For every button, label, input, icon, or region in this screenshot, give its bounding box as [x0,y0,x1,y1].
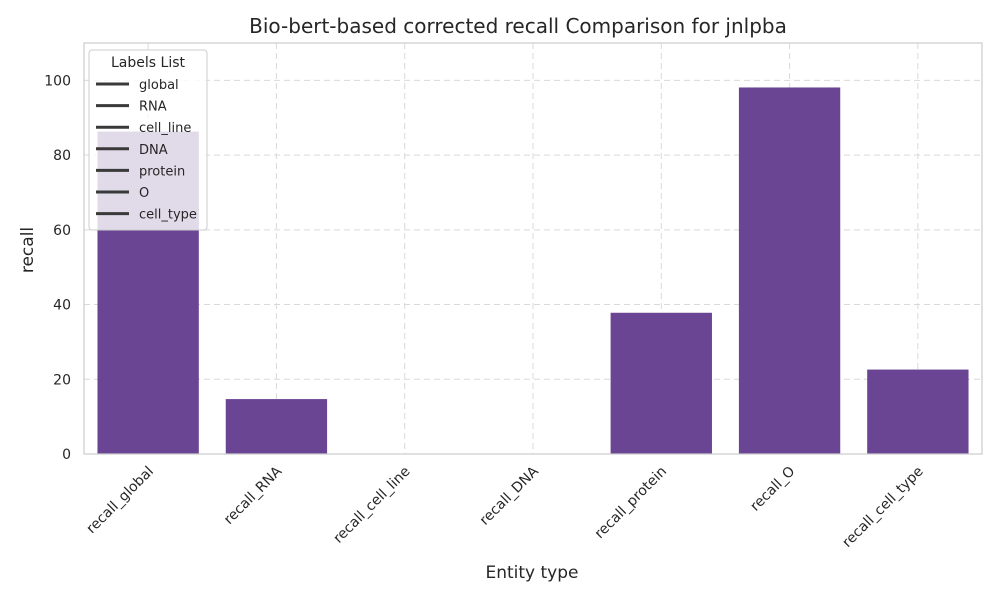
y-tick-label: 0 [62,447,71,463]
legend-label: protein [139,164,185,179]
bar-recall_O [738,87,841,454]
legend-label: RNA [139,100,167,115]
legend-label: cell_line [139,121,191,136]
y-tick-label: 100 [44,73,71,89]
bar-recall_protein [610,312,712,454]
chart-title: Bio-bert-based corrected recall Comparis… [249,14,787,38]
y-tick-label: 20 [53,372,71,388]
legend-label: DNA [139,143,168,158]
y-tick-label: 60 [53,223,71,239]
y-axis-title: recall [18,227,38,273]
legend-label: global [139,78,179,93]
y-tick-labels: 0 20 40 60 80 100 [44,73,71,463]
x-axis-title: Entity type [485,563,578,583]
y-tick-label: 80 [53,148,71,164]
bar-recall_cell_type [867,369,969,454]
y-tick-label: 40 [53,298,71,314]
legend-box [88,49,208,231]
legend: Labels List global RNA cell_line DNA protein… [88,49,208,231]
legend-title: Labels List [111,55,185,71]
legend-label: O [139,186,149,201]
plot-frame [83,42,983,455]
legend-label: cell_type [139,208,197,223]
bar-recall_RNA [225,399,328,454]
